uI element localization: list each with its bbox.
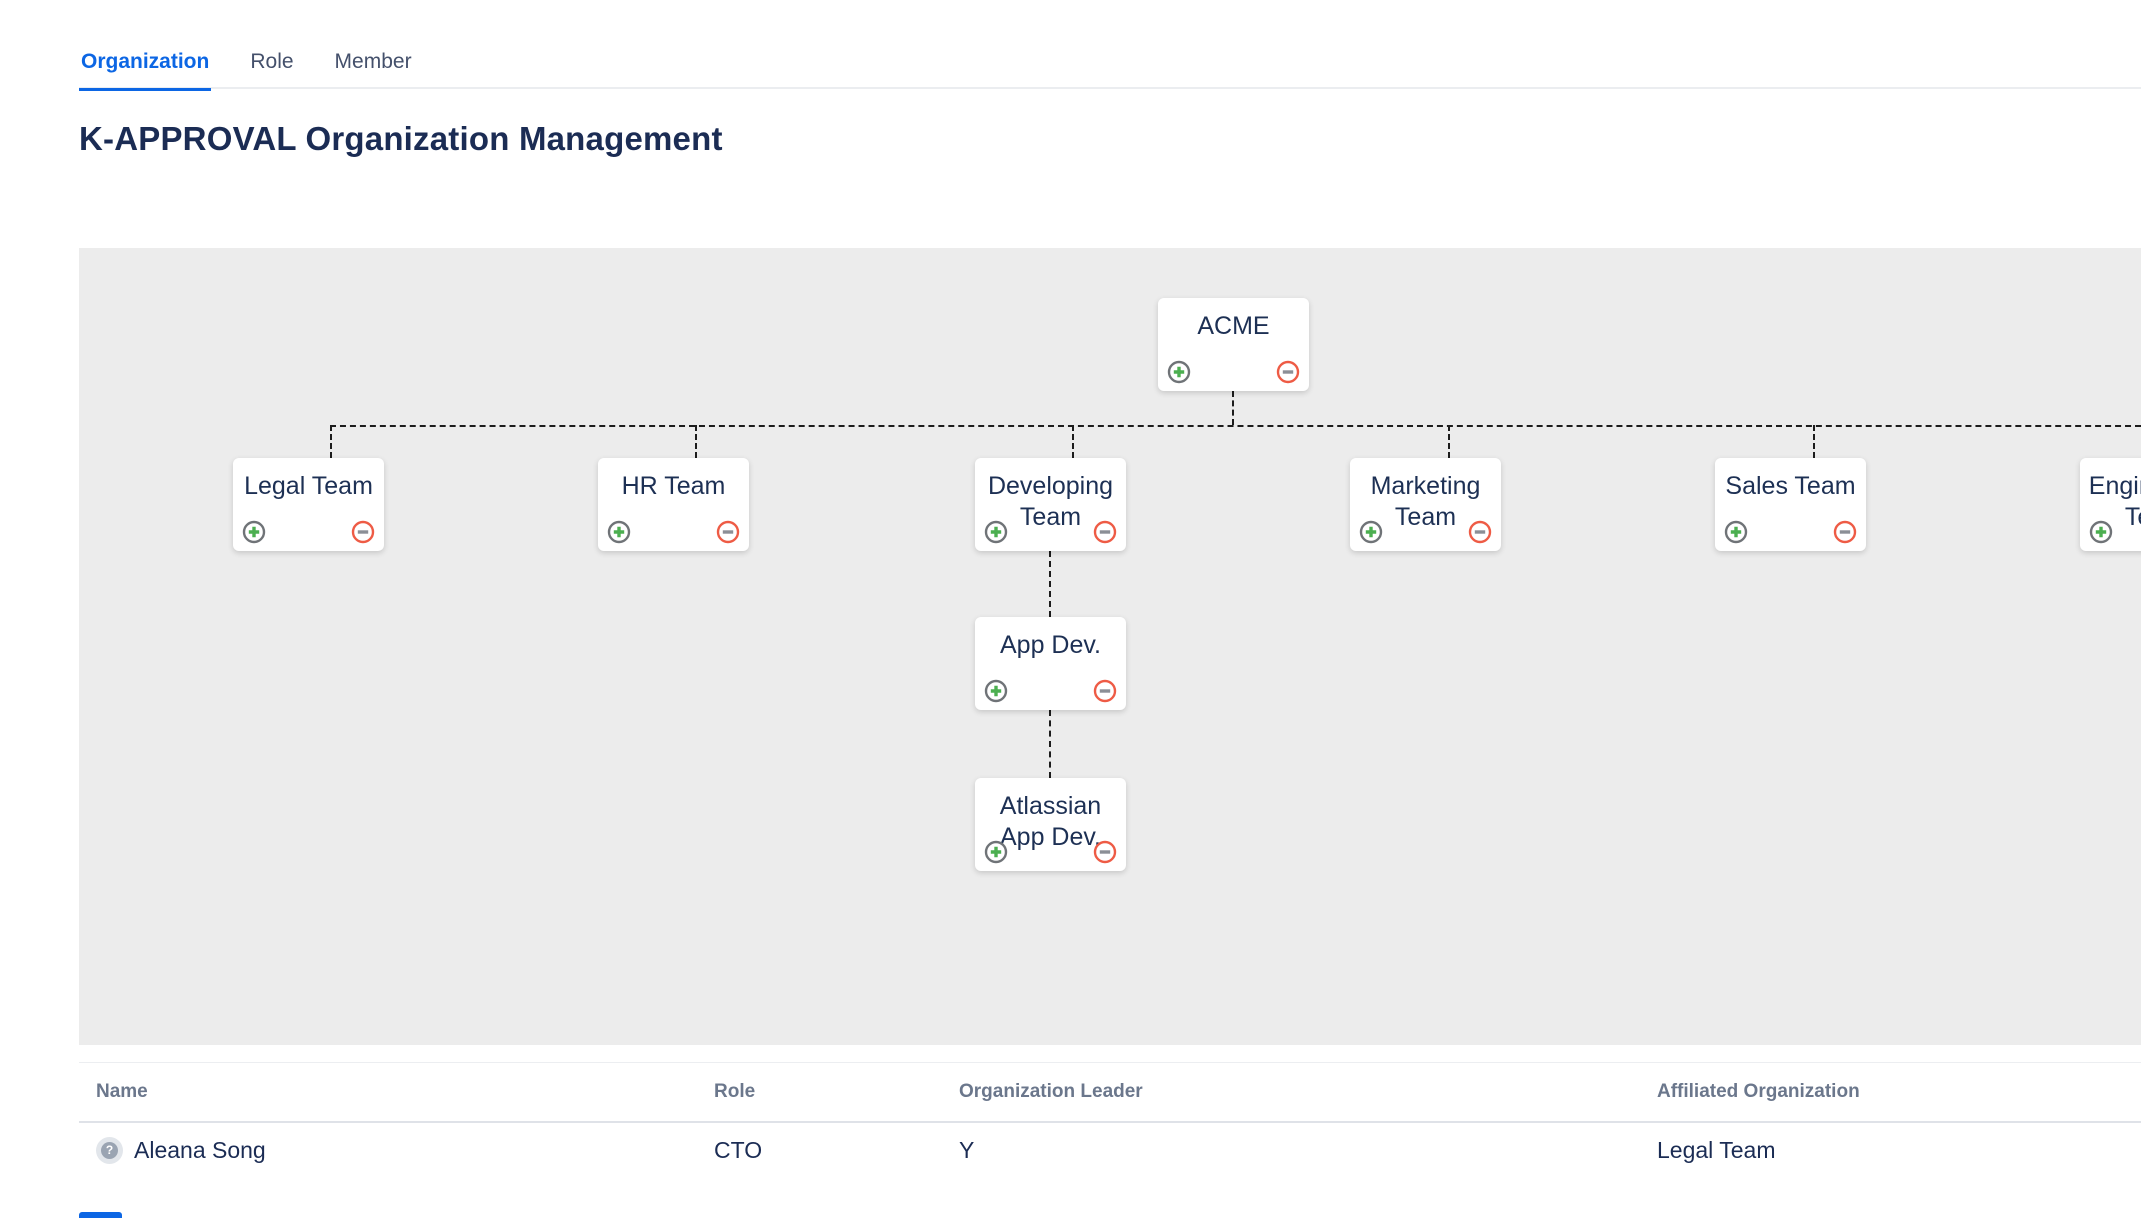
- connector-legal-stub: [330, 425, 332, 458]
- org-node-marketing-team[interactable]: Marketing Team: [1350, 458, 1501, 551]
- bottom-edge-button-partial[interactable]: [79, 1212, 122, 1218]
- add-node-icon[interactable]: [984, 679, 1008, 703]
- org-node-label: Marketing Team: [1370, 472, 1481, 531]
- connector-developing-stub: [1072, 425, 1074, 458]
- connector-marketing-stub: [1448, 425, 1450, 458]
- column-header-affiliated-organization: Affiliated Organization: [1640, 1062, 2141, 1123]
- org-node-label: Atlassian App Dev.: [999, 792, 1102, 851]
- org-node-acme[interactable]: ACME: [1158, 298, 1309, 391]
- org-node-label: Legal Team: [244, 472, 373, 500]
- org-node-developing-team[interactable]: Developing Team: [975, 458, 1126, 551]
- member-role: CTO: [714, 1137, 763, 1163]
- page-title: K-APPROVAL Organization Management: [79, 120, 723, 157]
- remove-node-icon[interactable]: [351, 520, 375, 544]
- remove-node-icon[interactable]: [716, 520, 740, 544]
- remove-node-icon[interactable]: [1468, 520, 1492, 544]
- tab-bar: Organization Role Member: [79, 44, 2141, 91]
- add-node-icon[interactable]: [2089, 520, 2113, 544]
- member-affiliated-organization: Legal Team: [1657, 1137, 1776, 1163]
- remove-node-icon[interactable]: [1833, 520, 1857, 544]
- org-node-label: ACME: [1197, 312, 1270, 340]
- org-node-label: Developing Team: [987, 472, 1114, 531]
- add-node-icon[interactable]: [242, 520, 266, 544]
- tab-role[interactable]: Role: [250, 50, 294, 73]
- org-node-label: Engineering Team: [2088, 472, 2141, 531]
- remove-node-icon[interactable]: [1093, 679, 1117, 703]
- column-header-name: Name: [79, 1062, 697, 1123]
- tab-organization[interactable]: Organization: [79, 44, 212, 91]
- org-node-atlassian-app-dev[interactable]: Atlassian App Dev.: [975, 778, 1126, 871]
- add-node-icon[interactable]: [607, 520, 631, 544]
- remove-node-icon[interactable]: [1276, 360, 1300, 384]
- members-table: Name Role Organization Leader Affiliated…: [79, 1062, 2141, 1180]
- org-node-sales-team[interactable]: Sales Team: [1715, 458, 1866, 551]
- anonymous-avatar-icon: ?: [101, 1142, 118, 1159]
- connector-sales-stub: [1813, 425, 1815, 458]
- connector-developing-appdev: [1049, 551, 1051, 617]
- avatar: ?: [96, 1137, 123, 1164]
- org-node-label: App Dev.: [1000, 631, 1101, 659]
- tab-member[interactable]: Member: [334, 50, 412, 73]
- member-name: Aleana Song: [134, 1137, 266, 1163]
- org-chart-canvas: ACME Legal Team HR Team Developing Team …: [79, 248, 2141, 1045]
- table-row[interactable]: ? Aleana Song CTO Y Legal Team: [79, 1122, 2141, 1180]
- remove-node-icon[interactable]: [1093, 840, 1117, 864]
- table-header-row: Name Role Organization Leader Affiliated…: [79, 1062, 2141, 1123]
- connector-hr-stub: [695, 425, 697, 458]
- org-node-legal-team[interactable]: Legal Team: [233, 458, 384, 551]
- add-node-icon[interactable]: [1724, 520, 1748, 544]
- column-header-organization-leader: Organization Leader: [942, 1062, 1640, 1123]
- org-node-app-dev[interactable]: App Dev.: [975, 617, 1126, 710]
- add-node-icon[interactable]: [984, 840, 1008, 864]
- org-node-hr-team[interactable]: HR Team: [598, 458, 749, 551]
- org-node-label: Sales Team: [1725, 472, 1856, 500]
- member-organization-leader: Y: [959, 1137, 975, 1163]
- connector-appdev-atlassian: [1049, 710, 1051, 778]
- org-node-engineering-team[interactable]: Engineering Team: [2080, 458, 2141, 551]
- column-header-role: Role: [697, 1062, 942, 1123]
- remove-node-icon[interactable]: [1093, 520, 1117, 544]
- add-node-icon[interactable]: [1359, 520, 1383, 544]
- org-node-label: HR Team: [621, 472, 726, 500]
- connector-children-horizontal: [330, 425, 2141, 427]
- connector-acme-down: [1232, 391, 1234, 425]
- add-node-icon[interactable]: [1167, 360, 1191, 384]
- add-node-icon[interactable]: [984, 520, 1008, 544]
